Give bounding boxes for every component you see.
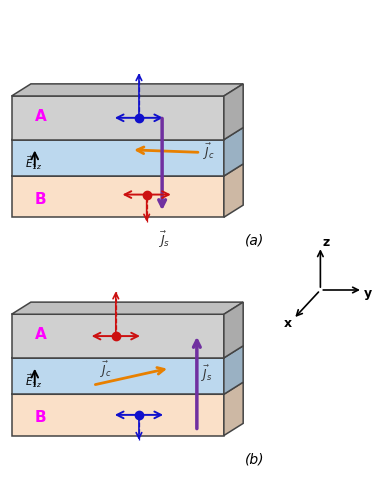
Polygon shape [224,128,243,177]
Polygon shape [12,315,224,358]
Polygon shape [12,382,243,394]
Polygon shape [224,302,243,358]
Polygon shape [12,394,224,436]
Polygon shape [224,165,243,218]
Polygon shape [12,128,243,140]
Text: A: A [35,327,46,342]
Polygon shape [12,165,243,177]
Polygon shape [12,346,243,358]
Text: x: x [284,317,292,330]
Polygon shape [224,346,243,394]
Text: $\vec{J}_c$: $\vec{J}_c$ [203,141,215,162]
Text: z: z [322,235,330,248]
Text: $\vec{E}_{1z}$: $\vec{E}_{1z}$ [25,372,42,389]
Text: B: B [35,409,46,424]
Polygon shape [12,97,224,140]
Polygon shape [12,177,224,218]
Polygon shape [12,302,243,315]
Text: $\vec{E}_{1z}$: $\vec{E}_{1z}$ [25,154,42,171]
Polygon shape [224,382,243,436]
Polygon shape [12,85,243,97]
Polygon shape [12,358,224,394]
Polygon shape [224,85,243,140]
Text: (a): (a) [245,233,264,247]
Polygon shape [12,140,224,177]
Text: $\vec{J}_s$: $\vec{J}_s$ [201,363,212,383]
Text: y: y [364,286,372,299]
Text: (b): (b) [245,451,265,465]
Text: $\vec{J}_s$: $\vec{J}_s$ [158,229,171,249]
Text: $\vec{J}_c$: $\vec{J}_c$ [100,360,112,379]
Text: A: A [35,109,46,124]
Text: B: B [35,192,46,206]
